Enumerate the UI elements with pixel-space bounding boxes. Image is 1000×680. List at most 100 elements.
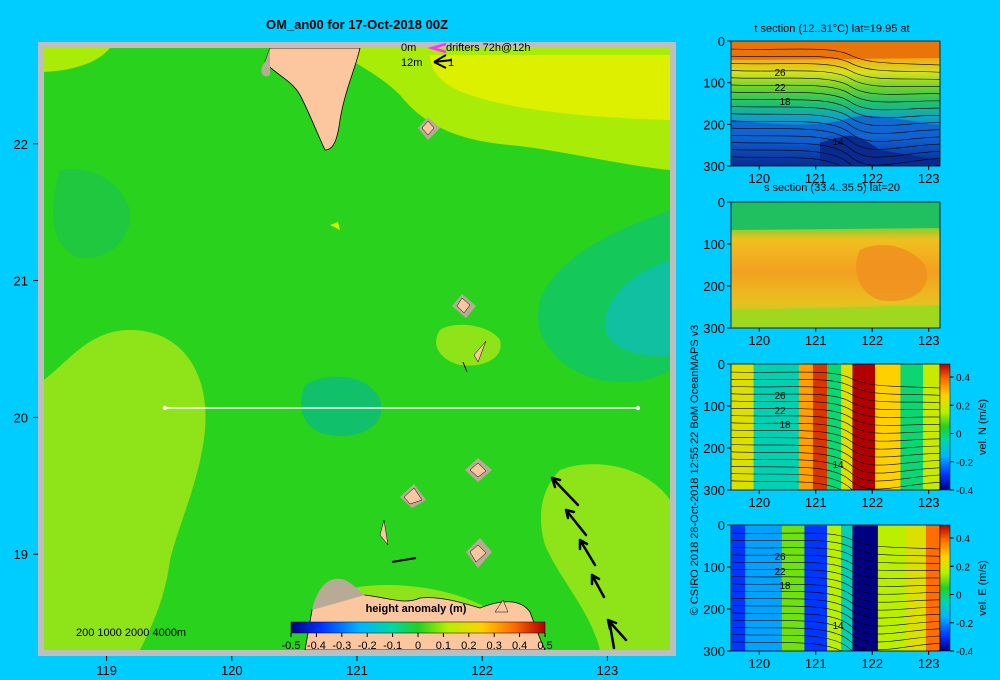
isotherm-line bbox=[731, 149, 940, 166]
colorbar-tick-label: 0.3 bbox=[487, 640, 502, 652]
isotherm-line bbox=[731, 55, 940, 73]
isotherm-line bbox=[731, 156, 842, 166]
vel-e-colorbar-label: vel. E (m/s) bbox=[977, 560, 989, 616]
velocity-band bbox=[804, 525, 828, 651]
vel-e-colorbar: 0.4 0.2 0 -0.2 -0.4 vel. E (m/s) bbox=[939, 524, 989, 658]
section-ytick-label: 300 bbox=[703, 321, 725, 336]
velocity-band bbox=[753, 364, 800, 490]
isotherm-label: 14 bbox=[832, 460, 844, 471]
isotherm-line bbox=[731, 641, 842, 651]
isotherm-line bbox=[731, 48, 940, 66]
section-xtick-label: 122 bbox=[861, 495, 883, 510]
isotherm-line bbox=[731, 458, 940, 482]
section-xtick-label: 122 bbox=[861, 656, 883, 671]
velocity-band bbox=[900, 364, 924, 490]
section-ytick-label: 200 bbox=[703, 279, 725, 294]
isotherm-line bbox=[731, 84, 940, 103]
isotherm-line bbox=[731, 583, 940, 603]
section-xtick-label: 121 bbox=[805, 333, 827, 348]
vel-colorbar-tick-label: 0.2 bbox=[956, 562, 970, 573]
vel-colorbar-tick-label: 0.4 bbox=[956, 373, 970, 384]
isotherm-line bbox=[731, 106, 940, 126]
colorbar-tick-label: -0.1 bbox=[383, 640, 402, 652]
isotherm-label: 22 bbox=[774, 83, 786, 94]
section-ytick-label: 0 bbox=[718, 195, 725, 210]
isotherm-line bbox=[731, 99, 940, 119]
isotherm-line bbox=[731, 422, 940, 442]
map-xtick-label: 120 bbox=[221, 663, 243, 678]
section-ytick-label: 0 bbox=[718, 357, 725, 372]
section-xtick-label: 120 bbox=[748, 171, 770, 186]
height-anomaly-field bbox=[44, 48, 670, 650]
isotherm-line bbox=[731, 627, 940, 651]
isotherm-line bbox=[731, 576, 940, 595]
velocity-band bbox=[852, 364, 876, 490]
current-vectors bbox=[550, 476, 628, 650]
map-xtick-label: 119 bbox=[96, 663, 117, 678]
velocity-band bbox=[781, 525, 805, 651]
section-xtick-label: 120 bbox=[748, 495, 770, 510]
isotherm-line bbox=[731, 619, 940, 643]
section-ytick-label: 200 bbox=[703, 117, 725, 132]
velocity-band bbox=[745, 525, 783, 651]
isotherm-label: 18 bbox=[779, 420, 791, 431]
anomaly-high-north-core bbox=[430, 55, 670, 120]
isotherm-line bbox=[731, 451, 940, 474]
isotherm-line bbox=[731, 444, 940, 466]
vel-colorbar-tick-label: 0 bbox=[956, 591, 962, 602]
map-ytick-label: 20 bbox=[14, 410, 28, 425]
land-taiwan-tip bbox=[264, 48, 361, 151]
velocity-band bbox=[841, 525, 853, 651]
section-ytick-label: 0 bbox=[718, 34, 725, 49]
isotherm-line bbox=[731, 634, 940, 651]
velocity-band bbox=[923, 364, 940, 490]
isotherm-line bbox=[731, 598, 940, 619]
isotherm-line bbox=[731, 120, 940, 142]
vel-n-colorbar: 0.4 0.2 0 -0.2 -0.4 vel. N (m/s) bbox=[939, 363, 989, 497]
isotherm-label: 22 bbox=[774, 567, 786, 578]
isotherm-line bbox=[731, 473, 940, 490]
section-xtick-label: 123 bbox=[918, 656, 940, 671]
section-ytick-label: 0 bbox=[718, 518, 725, 533]
section-xtick-label: 122 bbox=[861, 171, 883, 186]
vel-colorbar-tick-label: 0.4 bbox=[956, 534, 970, 545]
credit-text: © CSIRO 2018 28-Oct-2018 12:55:22 BoM Oc… bbox=[689, 325, 701, 616]
colorbar-tick-label: 0.5 bbox=[537, 640, 552, 652]
section-xtick-label: 122 bbox=[861, 333, 883, 348]
velocity-band bbox=[906, 525, 927, 651]
isotherm-line bbox=[731, 532, 940, 550]
vel-n-colorbar-label: vel. N (m/s) bbox=[977, 399, 989, 455]
section-line bbox=[162, 405, 641, 411]
legend-current-depth: 12m bbox=[401, 57, 422, 69]
section-ytick-label: 200 bbox=[703, 441, 725, 456]
isotherm-line bbox=[731, 605, 940, 627]
section-axes: 120 121 122 123 0 100 200 300 bbox=[703, 518, 939, 671]
map-title: OM_an00 for 17-Oct-2018 00Z bbox=[266, 17, 448, 32]
isotherm-line bbox=[731, 400, 940, 418]
section-xtick-label: 121 bbox=[805, 495, 827, 510]
isotherm-line bbox=[731, 547, 940, 564]
section-ytick-label: 300 bbox=[703, 483, 725, 498]
isotherm-line bbox=[731, 379, 940, 396]
section-ytick-label: 300 bbox=[703, 159, 725, 174]
isotherm-line bbox=[731, 429, 940, 450]
section-xtick-label: 123 bbox=[918, 495, 940, 510]
section-ytick-label: 300 bbox=[703, 644, 725, 659]
map-axes: 119 120 121 122 123 19 20 21 22 bbox=[14, 137, 619, 678]
isotherm-line bbox=[731, 415, 940, 434]
section-axes: 120 121 122 123 0 100 200 300 bbox=[703, 195, 939, 348]
isotherm-line bbox=[731, 612, 940, 635]
velocity-band bbox=[925, 525, 940, 651]
velocity-band bbox=[827, 364, 842, 490]
isotherm-label: 14 bbox=[832, 621, 844, 632]
section-ytick-label: 200 bbox=[703, 602, 725, 617]
t-section-title: t section (12..31°C) lat=19.95 at bbox=[754, 23, 909, 35]
vel-e-field: 26 22 18 14 bbox=[731, 525, 940, 651]
velocity-band bbox=[812, 364, 828, 490]
isotherm-line bbox=[731, 437, 940, 458]
s-section-field bbox=[731, 202, 940, 328]
section-ytick-label: 100 bbox=[703, 399, 725, 414]
colorbar-tick-label: 0.2 bbox=[461, 640, 476, 652]
isotherm-line bbox=[731, 393, 940, 411]
